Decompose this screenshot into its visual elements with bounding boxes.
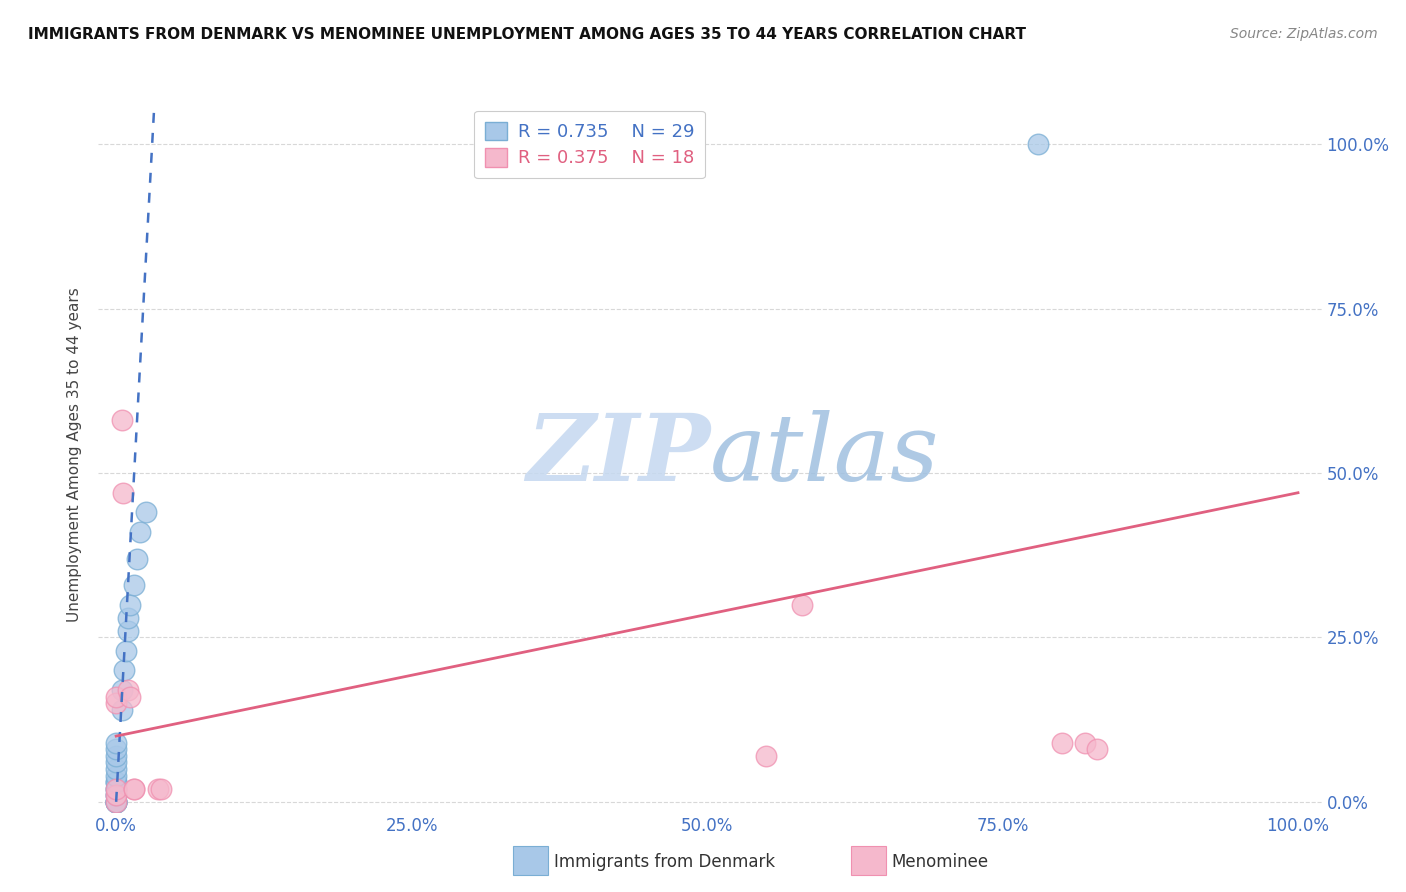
- Point: [1085, 742, 1108, 756]
- Point: [105, 690, 128, 704]
- Point: [105, 795, 128, 809]
- Point: [105, 789, 128, 803]
- Point: [1050, 736, 1073, 750]
- Text: Menominee: Menominee: [891, 853, 988, 871]
- Point: [111, 683, 134, 698]
- Point: [135, 506, 157, 520]
- Point: [120, 598, 142, 612]
- Point: [105, 748, 128, 763]
- Point: [117, 610, 139, 624]
- Point: [112, 663, 135, 677]
- Point: [105, 795, 128, 809]
- Point: [790, 598, 813, 612]
- Text: IMMIGRANTS FROM DENMARK VS MENOMINEE UNEMPLOYMENT AMONG AGES 35 TO 44 YEARS CORR: IMMIGRANTS FROM DENMARK VS MENOMINEE UNE…: [28, 27, 1026, 42]
- Text: Source: ZipAtlas.com: Source: ZipAtlas.com: [1230, 27, 1378, 41]
- Point: [105, 795, 128, 809]
- Point: [105, 762, 128, 776]
- Point: [1026, 137, 1049, 152]
- Point: [105, 768, 128, 782]
- Point: [117, 624, 139, 638]
- Point: [105, 736, 128, 750]
- Y-axis label: Unemployment Among Ages 35 to 44 years: Unemployment Among Ages 35 to 44 years: [67, 287, 83, 623]
- Point: [105, 781, 128, 796]
- Point: [122, 781, 145, 796]
- Point: [111, 703, 134, 717]
- Point: [117, 683, 139, 698]
- Point: [146, 781, 169, 796]
- Point: [128, 525, 150, 540]
- Point: [105, 789, 128, 803]
- Point: [105, 775, 128, 789]
- Point: [105, 781, 128, 796]
- Point: [105, 756, 128, 770]
- Point: [105, 795, 128, 809]
- Point: [105, 696, 128, 710]
- Point: [105, 795, 128, 809]
- Text: ZIP: ZIP: [526, 410, 710, 500]
- Text: Immigrants from Denmark: Immigrants from Denmark: [554, 853, 775, 871]
- Point: [105, 775, 128, 789]
- Point: [120, 690, 142, 704]
- Point: [127, 551, 149, 566]
- Point: [122, 578, 145, 592]
- Point: [150, 781, 173, 796]
- Point: [105, 789, 128, 803]
- Point: [105, 795, 128, 809]
- Text: atlas: atlas: [710, 410, 939, 500]
- Point: [122, 781, 145, 796]
- Point: [112, 485, 135, 500]
- Point: [105, 781, 128, 796]
- Legend: R = 0.735    N = 29, R = 0.375    N = 18: R = 0.735 N = 29, R = 0.375 N = 18: [474, 111, 704, 178]
- Point: [114, 643, 136, 657]
- Point: [105, 742, 128, 756]
- Point: [1074, 736, 1097, 750]
- Point: [755, 748, 778, 763]
- Point: [111, 413, 134, 427]
